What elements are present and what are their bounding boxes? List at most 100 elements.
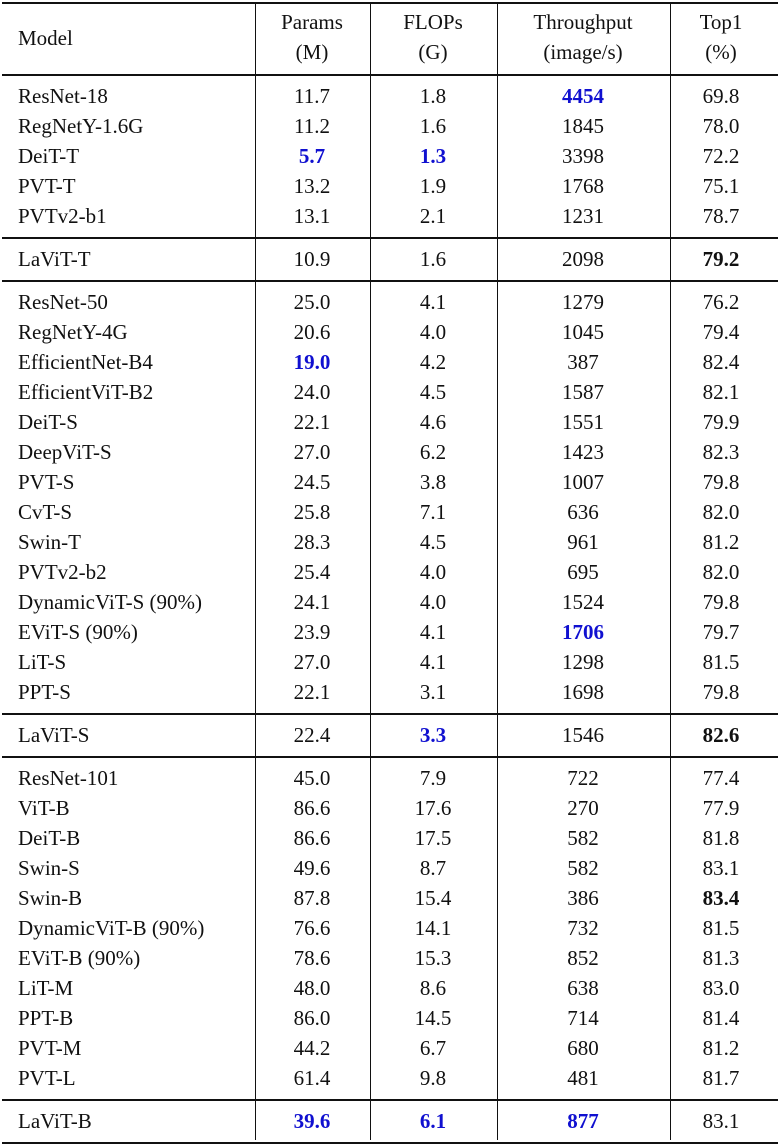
metric-cell: 1.8 — [419, 84, 447, 108]
metric-cell: 636 — [567, 500, 599, 524]
metric-cell: 582 — [567, 856, 599, 880]
metric-cell: 81.3 — [702, 946, 740, 970]
model-name: PVT-T — [18, 174, 76, 198]
model-name: LaViT-B — [18, 1109, 92, 1133]
metric-cell: 27.0 — [293, 440, 331, 464]
metric-cell: 1045 — [562, 320, 604, 344]
metric-cell: 75.1 — [702, 174, 740, 198]
model-name: LiT-M — [18, 976, 74, 1000]
model-name: Swin-T — [18, 530, 81, 554]
model-name: PPT-S — [18, 680, 71, 704]
metric-cell: 1845 — [562, 114, 604, 138]
metric-cell: 44.2 — [293, 1036, 331, 1060]
metric-cell: 3.3 — [419, 723, 447, 747]
metric-cell: 1551 — [562, 410, 604, 434]
metric-cell: 15.3 — [414, 946, 452, 970]
metric-cell: 1.6 — [419, 114, 447, 138]
model-name: ResNet-50 — [18, 290, 108, 314]
metric-cell: 69.8 — [702, 84, 740, 108]
metric-cell: 270 — [567, 796, 599, 820]
metric-cell: 76.6 — [293, 916, 331, 940]
metric-cell: 4.6 — [419, 410, 447, 434]
metric-cell: 82.3 — [702, 440, 740, 464]
metric-cell: 79.8 — [702, 470, 740, 494]
metric-cell: 6.7 — [419, 1036, 447, 1060]
model-name: DynamicViT-S (90%) — [18, 590, 203, 614]
metric-cell: 877 — [567, 1109, 599, 1133]
metric-cell: 87.8 — [293, 886, 331, 910]
metric-cell: 22.1 — [293, 410, 331, 434]
header-cell: (G) — [418, 40, 448, 64]
metric-cell: 1546 — [562, 723, 604, 747]
column-divider — [670, 3, 671, 1140]
metric-cell: 1007 — [562, 470, 604, 494]
metric-cell: 1298 — [562, 650, 604, 674]
model-name: DeiT-T — [18, 144, 80, 168]
header-cell: Params — [281, 10, 343, 34]
model-name: LaViT-T — [18, 247, 91, 271]
metric-cell: 82.1 — [702, 380, 740, 404]
metric-cell: 1.9 — [419, 174, 447, 198]
metric-cell: 4.5 — [419, 530, 447, 554]
metric-cell: 83.1 — [702, 856, 740, 880]
metric-cell: 2.1 — [419, 204, 447, 228]
metric-cell: 24.0 — [293, 380, 331, 404]
metric-cell: 4.1 — [419, 290, 447, 314]
metric-cell: 77.4 — [702, 766, 740, 790]
metric-cell: 49.6 — [293, 856, 331, 880]
metric-cell: 83.4 — [702, 886, 740, 910]
metric-cell: 23.9 — [293, 620, 331, 644]
metric-cell: 78.7 — [702, 204, 740, 228]
metric-cell: 1423 — [562, 440, 604, 464]
model-name: PVT-M — [18, 1036, 82, 1060]
metric-cell: 79.7 — [702, 620, 740, 644]
metric-cell: 27.0 — [293, 650, 331, 674]
model-name: ViT-B — [18, 796, 70, 820]
metric-cell: 22.1 — [293, 680, 331, 704]
metric-cell: 77.9 — [702, 796, 740, 820]
metric-cell: 79.2 — [702, 247, 740, 271]
metric-cell: 25.4 — [293, 560, 331, 584]
model-name: DynamicViT-B (90%) — [18, 916, 205, 940]
metric-cell: 24.5 — [293, 470, 331, 494]
metric-cell: 48.0 — [293, 976, 331, 1000]
metric-cell: 79.9 — [702, 410, 740, 434]
metric-cell: 20.6 — [293, 320, 331, 344]
metric-cell: 695 — [567, 560, 599, 584]
metric-cell: 17.6 — [414, 796, 452, 820]
metric-cell: 1.6 — [419, 247, 447, 271]
metric-cell: 15.4 — [414, 886, 452, 910]
row-rule — [2, 1142, 778, 1144]
metric-cell: 6.1 — [419, 1109, 447, 1133]
metric-cell: 8.7 — [419, 856, 447, 880]
metric-cell: 81.5 — [702, 916, 740, 940]
model-name: PVTv2-b1 — [18, 204, 107, 228]
metric-cell: 481 — [567, 1066, 599, 1090]
header-cell: Throughput — [533, 10, 633, 34]
metric-cell: 4.0 — [419, 590, 447, 614]
metric-cell: 3398 — [562, 144, 604, 168]
metric-cell: 4.1 — [419, 620, 447, 644]
metric-cell: 39.6 — [293, 1109, 331, 1133]
metric-cell: 387 — [567, 350, 599, 374]
model-name: ResNet-18 — [18, 84, 108, 108]
metric-cell: 1231 — [562, 204, 604, 228]
metric-cell: 81.7 — [702, 1066, 740, 1090]
metric-cell: 24.1 — [293, 590, 331, 614]
metric-cell: 9.8 — [419, 1066, 447, 1090]
model-name: RegNetY-1.6G — [18, 114, 144, 138]
metric-cell: 22.4 — [293, 723, 331, 747]
metric-cell: 11.7 — [294, 84, 330, 108]
metric-cell: 1524 — [562, 590, 604, 614]
metric-cell: 582 — [567, 826, 599, 850]
metric-cell: 83.0 — [702, 976, 740, 1000]
row-rule — [2, 74, 778, 76]
metric-cell: 86.0 — [293, 1006, 331, 1030]
metric-cell: 6.2 — [419, 440, 447, 464]
metric-cell: 4.5 — [419, 380, 447, 404]
header-cell: Model — [18, 26, 73, 50]
metric-cell: 13.2 — [293, 174, 331, 198]
metric-cell: 76.2 — [702, 290, 740, 314]
metric-cell: 4.0 — [419, 320, 447, 344]
